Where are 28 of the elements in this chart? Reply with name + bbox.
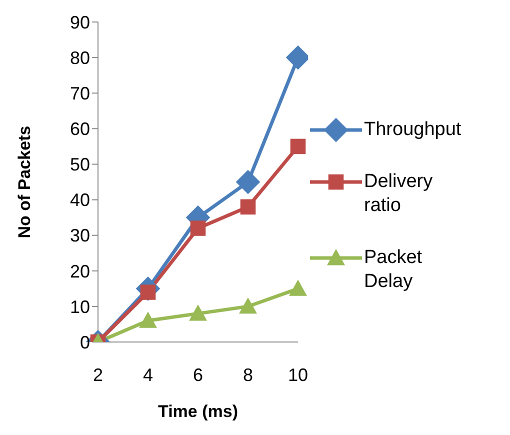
y-tick-label: 40 — [70, 190, 90, 210]
point — [190, 220, 206, 236]
y-tick-label: 0 — [80, 332, 90, 352]
point — [290, 138, 306, 154]
legend-label: Delivery ratio — [364, 170, 434, 218]
y-tick-label: 30 — [70, 226, 90, 246]
legend-label: Throughput — [364, 118, 462, 142]
point — [139, 312, 157, 328]
x-tick-label: 8 — [242, 364, 254, 385]
y-tick-label: 60 — [70, 119, 90, 140]
point — [239, 297, 257, 314]
x-tick-label: 2 — [92, 364, 104, 385]
y-tick-label: 10 — [70, 296, 90, 317]
point — [289, 280, 307, 296]
y-axis-title: No of Packets — [15, 126, 34, 238]
legend-label: Packet Delay — [364, 246, 424, 294]
y-tick-label: 80 — [70, 48, 90, 68]
point — [240, 199, 256, 215]
y-tick-label: 70 — [70, 84, 90, 104]
point — [189, 304, 207, 321]
y-tick-label: 90 — [70, 12, 90, 32]
x-axis-title: Time (ms) — [158, 402, 238, 421]
x-tick-label: 4 — [142, 364, 154, 385]
y-tick-label: 50 — [70, 154, 90, 175]
y-tick-label: 20 — [70, 261, 90, 282]
point — [236, 170, 260, 194]
x-tick-label: 10 — [288, 364, 308, 385]
x-tick-label: 6 — [192, 364, 204, 385]
